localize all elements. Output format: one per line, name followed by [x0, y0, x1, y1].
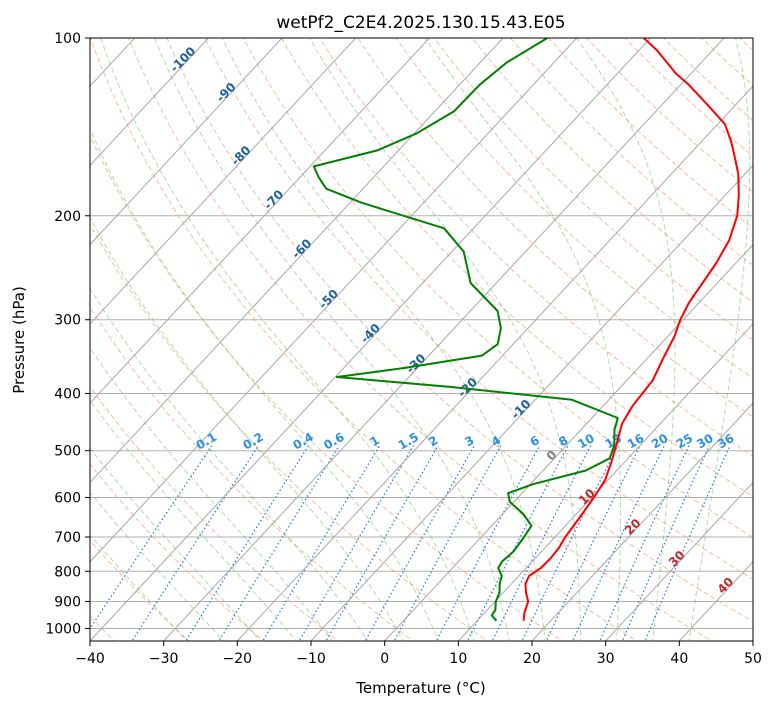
isotherm-line [90, 38, 357, 325]
y-tick-label: 700 [54, 530, 81, 546]
isotherm-line [604, 481, 753, 641]
plot-background [90, 38, 753, 641]
isotherm-line [752, 640, 753, 641]
x-axis-title: Temperature (°C) [355, 679, 485, 697]
isotherm-line [383, 243, 753, 641]
dry-adiabat [204, 38, 753, 580]
mixing-ratio-line [545, 445, 641, 641]
dry-adiabat [90, 306, 414, 641]
x-tick-label: 20 [523, 651, 541, 667]
isotherm-line [90, 38, 431, 404]
moist-adiabat [154, 38, 510, 641]
moist-adiabat [90, 534, 188, 641]
profile-layer [312, 38, 740, 622]
isotherm-layer [90, 38, 753, 641]
mixing-ratio-line [298, 445, 415, 641]
y-axis-title: Pressure (hPa) [10, 286, 28, 394]
isotherm-line [236, 85, 753, 641]
y-tick-label: 600 [54, 490, 81, 506]
x-tick-label: −10 [296, 651, 326, 667]
dry-adiabat [90, 539, 190, 641]
isotherm-line [90, 38, 283, 246]
x-tick-label: 40 [670, 651, 688, 667]
moist-adiabat [90, 447, 261, 641]
y-tick-label: 400 [54, 387, 81, 403]
isotherm-line [90, 38, 504, 484]
y-tick-label: 1000 [45, 621, 81, 637]
mixing-ratio-line [185, 445, 310, 641]
mixing-ratio-line [521, 445, 619, 641]
dry-adiabat [90, 134, 564, 641]
y-tick-label: 800 [54, 564, 81, 580]
temperature-profile-line [522, 38, 740, 621]
dry-adiabat [90, 38, 638, 641]
moist-adiabat [90, 216, 404, 641]
isotherm-line [531, 402, 753, 641]
y-tick-label: 300 [54, 313, 81, 329]
y-tick-label: 100 [54, 31, 81, 47]
isotherm-line [90, 38, 210, 167]
dry-adiabat [280, 38, 753, 498]
isotherm-line [310, 164, 753, 641]
dry-adiabat [90, 223, 489, 641]
dewpoint-profile-line [312, 38, 619, 622]
mixing-ratio-line [393, 445, 502, 641]
mixing-ratio-line [572, 445, 665, 641]
y-tick-label: 900 [54, 594, 81, 610]
mixing-ratio-line [325, 445, 439, 641]
moist-adiabat [221, 38, 546, 641]
x-tick-label: 0 [380, 651, 389, 667]
isotherm-line [90, 38, 652, 641]
moist-adiabat [90, 491, 225, 641]
x-tick-label: 30 [597, 651, 615, 667]
moist-adiabat [308, 38, 582, 641]
dry-adiabat [90, 385, 340, 641]
dry-adiabat [242, 38, 753, 539]
dry-adiabat [357, 38, 753, 418]
isotherm-line [90, 38, 578, 563]
isotherm-line [162, 38, 725, 641]
moist-adiabat [100, 38, 475, 641]
x-tick-label: −40 [75, 651, 105, 667]
moist-adiabat [688, 38, 751, 641]
dry-adiabat [395, 38, 753, 379]
dry-adiabat [166, 38, 753, 623]
axes-layer: −40 −30 −20 −10 0 10 20 30 40 50 1000 900 800 700 600 5… [45, 31, 762, 667]
plot-frame [89, 37, 754, 642]
x-tick-label: 50 [744, 651, 762, 667]
moist-adiabat [424, 38, 622, 641]
moist-adiabat [90, 127, 440, 641]
x-tick-label: 10 [449, 651, 467, 667]
dry-adiabat [471, 38, 753, 303]
mixing-ratio-line [262, 445, 381, 641]
chart-title: wetPf2_C2E4.2025.130.15.43.E05 [276, 13, 565, 33]
y-tick-label: 200 [54, 209, 81, 225]
moist-adiabat [90, 287, 369, 641]
x-tick-label: −20 [223, 651, 253, 667]
isotherm-line [457, 323, 753, 641]
mixing-ratio-line [218, 445, 340, 641]
y-tick-label: 500 [54, 444, 81, 460]
x-tick-label: −30 [149, 651, 179, 667]
dry-adiabat [90, 463, 265, 641]
mixing-ratio-line [90, 445, 213, 630]
moist-adiabat [90, 346, 333, 641]
